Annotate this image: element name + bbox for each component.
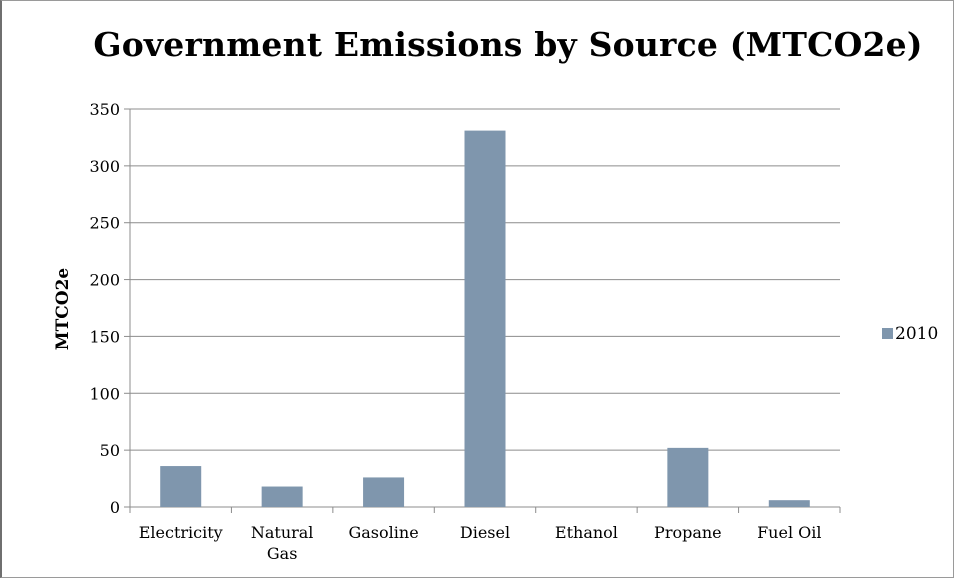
- legend: 2010: [882, 324, 938, 344]
- legend-swatch: [882, 328, 893, 339]
- x-tick-label-natural-gas-line2: Gas: [267, 544, 298, 563]
- y-tick-label-150: 150: [89, 327, 120, 346]
- y-tick-label-200: 200: [89, 271, 120, 290]
- y-tick-label-0: 0: [110, 498, 120, 517]
- bars: [160, 130, 810, 507]
- x-tick-label-gasoline: Gasoline: [348, 523, 418, 542]
- x-tick-label-fuel oil: Fuel Oil: [757, 523, 821, 542]
- bar-electricity: [160, 466, 202, 507]
- legend-label-2010: 2010: [895, 324, 938, 344]
- bar-fuel oil: [768, 500, 810, 507]
- y-axis-title: MTCO2e: [53, 268, 73, 351]
- x-tick-label-electricity: Electricity: [139, 523, 223, 542]
- y-tick-label-350: 350: [89, 100, 120, 119]
- x-tick-label-ethanol: Ethanol: [555, 523, 618, 542]
- y-tick-label-250: 250: [89, 214, 120, 233]
- bar-diesel: [464, 130, 506, 507]
- x-tick-label-natural-gas-line1: Natural: [251, 523, 314, 542]
- y-tick-label-300: 300: [89, 157, 120, 176]
- y-tick-label-100: 100: [89, 384, 120, 403]
- chart-title: Government Emissions by Source (MTCO2e): [93, 25, 923, 64]
- bar-propane: [667, 447, 709, 507]
- bar-gasoline: [363, 477, 405, 507]
- x-tick-label-propane: Propane: [654, 523, 722, 542]
- bar-natural-gas: [261, 486, 303, 507]
- tick-labels: 0 50 100 150 200 250 300 350 Electricity Natural G…: [89, 100, 821, 563]
- y-tick-label-50: 50: [100, 441, 120, 460]
- x-tick-label-diesel: Diesel: [460, 523, 510, 542]
